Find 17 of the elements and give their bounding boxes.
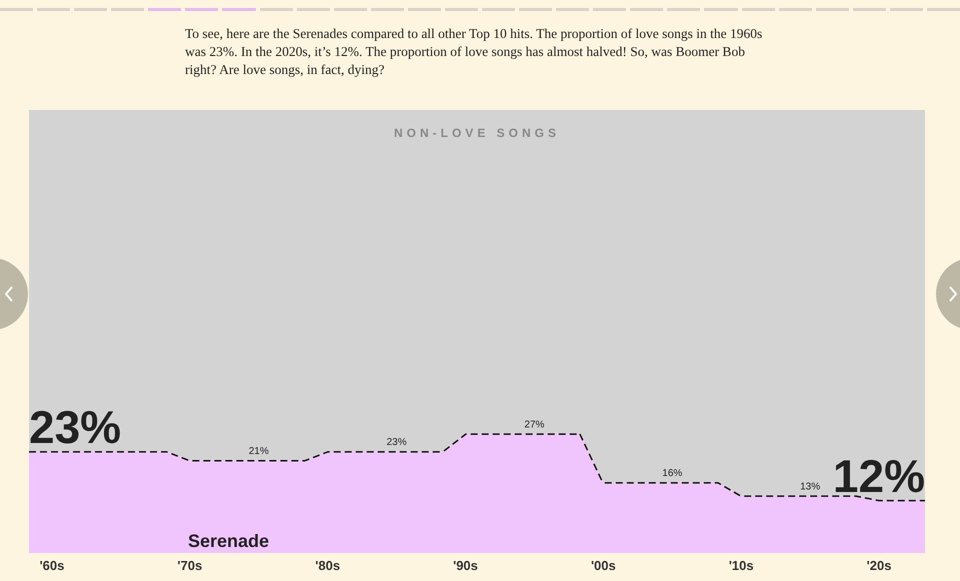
data-label: 23% — [29, 401, 122, 454]
chart-title: To see, here are the Serenades compared to all other Top 10 hits. The proportion of love songs in the 1960s was 23%. In the 2020s, it’s 12%. The proportion of love songs has almost halved! So, was Boomer Bob right? Are love songs, in fact, dying? — [185, 25, 764, 79]
data-label: 13% — [800, 481, 820, 492]
x-tick-label: '80s — [315, 558, 340, 574]
data-label: 16% — [662, 468, 682, 480]
data-label: 21% — [248, 446, 269, 457]
data-label: 23% — [386, 437, 407, 448]
x-tick-label: '60s — [40, 558, 64, 574]
x-tick-label: '90s — [453, 558, 478, 574]
data-label: 12% — [832, 450, 925, 502]
x-tick-label: '00s — [590, 558, 616, 574]
data-label: 27% — [524, 419, 545, 430]
x-tick-label: '10s — [728, 558, 754, 574]
x-tick-label: '70s — [177, 558, 202, 574]
series-label: Serenade — [188, 531, 270, 552]
series-label: NON-LOVE SONGS — [392, 126, 561, 140]
x-tick-label: '20s — [866, 558, 892, 574]
